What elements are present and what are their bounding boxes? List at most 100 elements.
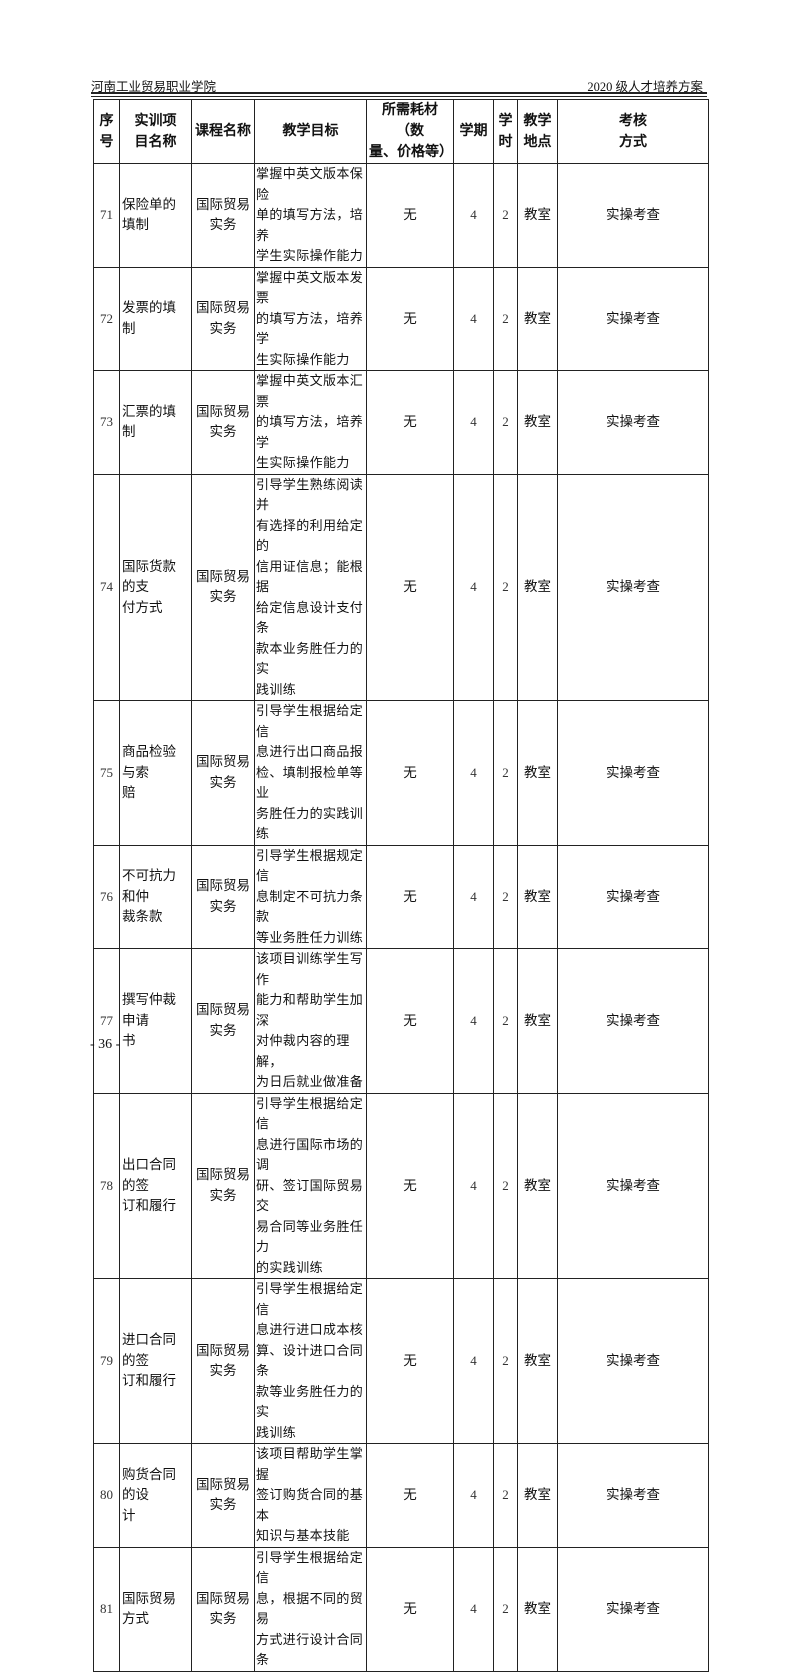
table-row: 73 汇票的填制 国际贸易 实务 掌握中英文版本汇票 的填写方法，培养学 生实际操作能… <box>93 370 709 475</box>
cell-place: 教室 <box>517 266 558 371</box>
cell-course: 国际贸易 实务 <box>191 844 255 949</box>
cell-term: 4 <box>453 948 494 1094</box>
cell-assessment: 实操考查 <box>557 1278 709 1444</box>
cell-assessment: 实操考查 <box>557 473 709 701</box>
cell-materials: 无 <box>366 163 454 268</box>
table-row: 74 国际货款的支 付方式 国际贸易 实务 引导学生熟练阅读并 有选择的利用给定的 信… <box>93 473 709 701</box>
cell-term: 4 <box>453 1546 494 1672</box>
cell-hours: 2 <box>493 844 518 949</box>
table-row: 79 进口合同的签 订和履行 国际贸易 实务 引导学生根据给定信 息进行进口成本核 算… <box>93 1278 709 1444</box>
cell-term: 4 <box>453 700 494 846</box>
header-place: 教学 地点 <box>517 99 558 164</box>
cell-assessment: 实操考查 <box>557 266 709 371</box>
cell-place: 教室 <box>517 370 558 475</box>
training-projects-table: 序 号实训项 目名称 课程名称 教学目标 所需耗材（数 量、价格等） 学期学 时教学 地… <box>93 99 709 1672</box>
cell-no: 73 <box>93 370 120 475</box>
cell-assessment: 实操考查 <box>557 1546 709 1672</box>
cell-place: 教室 <box>517 700 558 846</box>
cell-place: 教室 <box>517 1443 558 1548</box>
cell-project: 商品检验与索 赔 <box>119 700 192 846</box>
cell-goal: 引导学生根据给定信 息进行国际市场的调 研、签订国际贸易交 易合同等业务胜任力 … <box>254 1092 367 1279</box>
cell-term: 4 <box>453 1278 494 1444</box>
cell-course: 国际贸易 实务 <box>191 700 255 846</box>
cell-no: 77 <box>93 948 120 1094</box>
cell-goal: 该项目训练学生写作 能力和帮助学生加深 对仲裁内容的理解， 为日后就业做准备 <box>254 948 367 1094</box>
cell-hours: 2 <box>493 948 518 1094</box>
cell-project: 撰写仲裁申请 书 <box>119 948 192 1094</box>
cell-hours: 2 <box>493 370 518 475</box>
cell-hours: 2 <box>493 1092 518 1279</box>
cell-course: 国际贸易 实务 <box>191 1546 255 1672</box>
cell-assessment: 实操考查 <box>557 700 709 846</box>
cell-no: 72 <box>93 266 120 371</box>
cell-materials: 无 <box>366 1278 454 1444</box>
header-goal: 教学目标 <box>254 99 367 164</box>
cell-assessment: 实操考查 <box>557 370 709 475</box>
cell-project: 保险单的填制 <box>119 163 192 268</box>
cell-goal: 引导学生熟练阅读并 有选择的利用给定的 信用证信息；能根据 给定信息设计支付条 … <box>254 473 367 701</box>
cell-materials: 无 <box>366 266 454 371</box>
cell-materials: 无 <box>366 948 454 1094</box>
cell-materials: 无 <box>366 700 454 846</box>
cell-project: 国际货款的支 付方式 <box>119 473 192 701</box>
header-institution: 河南工业贸易职业学院 <box>91 80 217 94</box>
header-rule <box>91 92 707 94</box>
cell-course: 国际贸易 实务 <box>191 1092 255 1279</box>
cell-course: 国际贸易 实务 <box>191 370 255 475</box>
cell-place: 教室 <box>517 844 558 949</box>
cell-place: 教室 <box>517 1278 558 1444</box>
cell-goal: 引导学生根据给定信 息进行出口商品报 检、填制报检单等业 务胜任力的实践训练 <box>254 700 367 846</box>
table-row: 76 不可抗力和仲 裁条款 国际贸易 实务 引导学生根据规定信 息制定不可抗力条款 等… <box>93 844 709 949</box>
table-row: 81 国际贸易方式 国际贸易 实务 引导学生根据给定信 息，根据不同的贸易 方式进行设… <box>93 1546 709 1672</box>
cell-course: 国际贸易 实务 <box>191 948 255 1094</box>
header-rule-thin <box>91 96 707 97</box>
cell-goal: 引导学生根据给定信 息进行进口成本核 算、设计进口合同条 款等业务胜任力的实 践… <box>254 1278 367 1444</box>
page-number: - 36 - <box>90 1037 121 1052</box>
table-row: 71 保险单的填制 国际贸易 实务 掌握中英文版本保险 单的填写方法，培养 学生实际操… <box>93 163 709 268</box>
cell-course: 国际贸易 实务 <box>191 1278 255 1444</box>
table-row: 80 购货合同的设 计国际贸易 实务 该项目帮助学生掌握 签订购货合同的基本 知识与… <box>93 1443 709 1548</box>
cell-materials: 无 <box>366 844 454 949</box>
cell-hours: 2 <box>493 1546 518 1672</box>
cell-materials: 无 <box>366 1546 454 1672</box>
cell-project: 国际贸易方式 <box>119 1546 192 1672</box>
cell-materials: 无 <box>366 1443 454 1548</box>
cell-project: 出口合同的签 订和履行 <box>119 1092 192 1279</box>
header-materials: 所需耗材（数 量、价格等） <box>366 99 454 164</box>
cell-term: 4 <box>453 473 494 701</box>
header-course: 课程名称 <box>191 99 255 164</box>
cell-goal: 该项目帮助学生掌握 签订购货合同的基本 知识与基本技能 <box>254 1443 367 1548</box>
cell-goal: 掌握中英文版本发票 的填写方法，培养学 生实际操作能力 <box>254 266 367 371</box>
cell-place: 教室 <box>517 163 558 268</box>
cell-goal: 引导学生根据规定信 息制定不可抗力条款 等业务胜任力训练 <box>254 844 367 949</box>
table-row: 75 商品检验与索 赔国际贸易 实务 引导学生根据给定信 息进行出口商品报 检、填制… <box>93 700 709 846</box>
cell-no: 74 <box>93 473 120 701</box>
cell-term: 4 <box>453 1092 494 1279</box>
cell-materials: 无 <box>366 1092 454 1279</box>
header-assessment: 考核 方式 <box>557 99 709 164</box>
cell-project: 发票的填制 <box>119 266 192 371</box>
cell-no: 79 <box>93 1278 120 1444</box>
cell-assessment: 实操考查 <box>557 844 709 949</box>
cell-term: 4 <box>453 844 494 949</box>
table-row: 72 发票的填制 国际贸易 实务 掌握中英文版本发票 的填写方法，培养学 生实际操作能… <box>93 266 709 371</box>
cell-materials: 无 <box>366 473 454 701</box>
cell-hours: 2 <box>493 1278 518 1444</box>
cell-place: 教室 <box>517 1092 558 1279</box>
cell-hours: 2 <box>493 700 518 846</box>
cell-project: 购货合同的设 计 <box>119 1443 192 1548</box>
cell-no: 71 <box>93 163 120 268</box>
header-term: 学期 <box>453 99 494 164</box>
cell-goal: 引导学生根据给定信 息，根据不同的贸易 方式进行设计合同条 <box>254 1546 367 1672</box>
cell-goal: 掌握中英文版本汇票 的填写方法，培养学 生实际操作能力 <box>254 370 367 475</box>
cell-hours: 2 <box>493 473 518 701</box>
cell-project: 进口合同的签 订和履行 <box>119 1278 192 1444</box>
header-hours: 学 时 <box>493 99 518 164</box>
cell-assessment: 实操考查 <box>557 163 709 268</box>
cell-no: 80 <box>93 1443 120 1548</box>
cell-no: 78 <box>93 1092 120 1279</box>
cell-no: 75 <box>93 700 120 846</box>
cell-hours: 2 <box>493 266 518 371</box>
cell-project: 汇票的填制 <box>119 370 192 475</box>
cell-course: 国际贸易 实务 <box>191 473 255 701</box>
